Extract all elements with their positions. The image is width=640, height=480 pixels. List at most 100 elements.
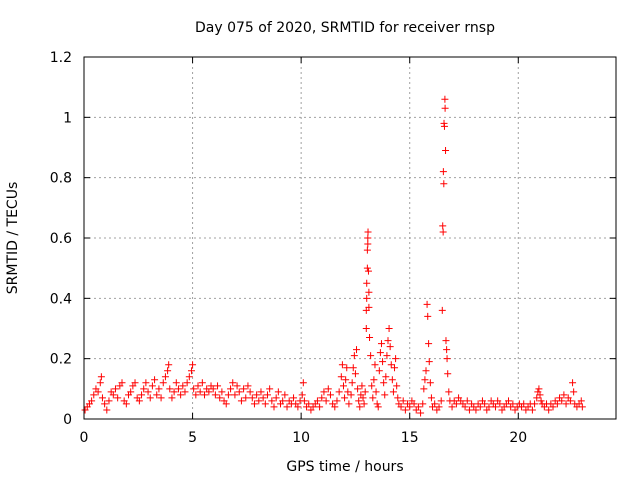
data-point [183,379,191,387]
data-point [421,376,429,384]
data-point [520,400,528,408]
data-point [425,358,433,366]
data-point [375,367,383,375]
data-point [553,400,561,408]
data-point [476,403,484,411]
data-point [374,403,382,411]
data-point [370,376,378,384]
data-point [181,388,189,396]
data-point [131,379,139,387]
chart-title: Day 075 of 2020, SRMTID for receiver rns… [195,20,495,36]
data-point [509,400,517,408]
data-point [338,361,346,369]
data-point [533,394,541,402]
data-point [339,382,347,390]
data-point [439,228,447,236]
data-point [441,95,449,103]
data-point [155,385,163,393]
data-point [356,403,364,411]
x-tick-label: 15 [401,430,419,446]
data-point [491,403,499,411]
data-point [189,361,197,369]
data-point [140,385,148,393]
data-point [335,388,343,396]
data-point [505,397,513,405]
data-point [439,222,447,230]
data-point [194,382,202,390]
data-point [424,312,432,320]
data-point [233,382,241,390]
data-point [174,385,182,393]
data-point [274,388,282,396]
data-point [266,385,274,393]
data-point [105,397,113,405]
y-tick-label: 0 [63,412,72,428]
data-point [172,379,180,387]
data-point [391,364,399,372]
data-point [279,397,287,405]
data-point [549,403,557,411]
data-point [425,340,433,348]
data-point [380,379,388,387]
data-point [448,403,456,411]
data-point [345,400,353,408]
data-point [360,400,368,408]
data-point [347,391,355,399]
data-point [452,400,460,408]
data-point [179,382,187,390]
data-points [81,95,586,417]
data-point [422,367,430,375]
y-tick-label: 0.8 [50,171,72,187]
data-point [300,397,308,405]
data-point [318,394,326,402]
data-point [209,385,217,393]
data-point [364,228,372,236]
data-point [114,394,122,402]
data-point [320,388,328,396]
data-point [570,388,578,396]
data-point [439,168,447,176]
data-point [440,180,448,188]
data-point [389,388,397,396]
data-point [372,388,380,396]
data-point [463,397,471,405]
data-point [528,406,536,414]
data-point [268,397,276,405]
data-point [192,391,200,399]
y-tick-label: 0.2 [50,352,72,368]
data-point [255,397,263,405]
data-point [248,394,256,402]
data-point [485,403,493,411]
data-point [444,370,452,378]
data-point [382,373,390,381]
data-point [151,376,159,384]
data-point [545,406,553,414]
data-point [368,382,376,390]
data-point [351,370,359,378]
y-tick-label: 0.6 [50,231,72,247]
data-point [127,388,135,396]
data-point [392,355,400,363]
data-point [442,337,450,345]
data-point [387,361,395,369]
data-point [560,391,568,399]
data-point [401,406,409,414]
data-point [227,385,235,393]
grid-lines [84,57,616,419]
data-point [348,379,356,387]
data-point [359,394,367,402]
data-point [88,397,96,405]
data-point [377,340,385,348]
data-point [461,403,469,411]
data-point [354,385,362,393]
y-axis-label: SRMTID / TECUs [5,182,21,295]
data-point [177,391,185,399]
data-point [350,352,358,360]
data-point [365,288,373,296]
data-point [316,403,324,411]
data-point [161,373,169,381]
data-point [435,403,443,411]
data-point [331,403,339,411]
data-point [111,385,119,393]
